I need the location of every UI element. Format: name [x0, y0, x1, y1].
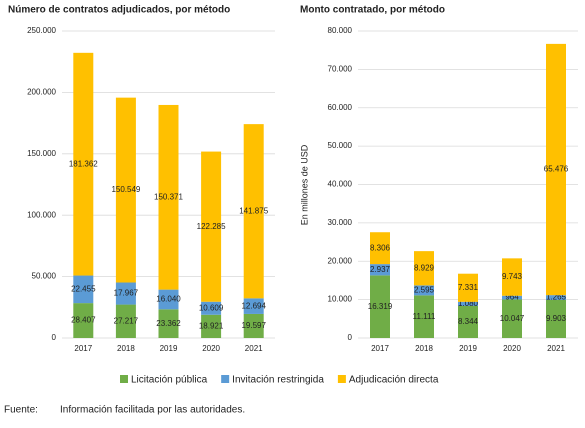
bar-segment	[546, 295, 566, 300]
bar-segment	[502, 299, 522, 338]
data-label: 17.967	[114, 289, 139, 298]
x-tick-label: 2020	[503, 344, 521, 353]
data-label: 150.549	[111, 185, 140, 194]
bar-segment	[458, 301, 478, 306]
data-label: 22.455	[71, 284, 96, 293]
y-tick-label: 70.000	[328, 64, 353, 73]
data-label: 964	[505, 293, 519, 302]
bar-segment	[158, 309, 179, 338]
data-label: 122.285	[197, 222, 226, 231]
data-label: 2.595	[414, 285, 435, 294]
y-tick-label: 60.000	[328, 103, 353, 112]
x-tick-label: 2021	[547, 344, 565, 353]
data-label: 9.743	[502, 272, 523, 281]
bar-segment	[201, 301, 222, 315]
data-label: 16.319	[368, 302, 393, 311]
bar-segment	[73, 52, 94, 276]
bar-segment	[414, 251, 434, 286]
data-label: 10.047	[500, 314, 525, 323]
bar-segment	[370, 264, 390, 276]
data-label: 150.371	[154, 192, 183, 201]
chart-title: Monto contratado, por método	[300, 5, 445, 16]
legend-label: Invitación restringida	[232, 375, 324, 386]
bar-segment	[201, 151, 222, 302]
data-label: 7.331	[458, 283, 479, 292]
data-label: 1.265	[546, 293, 567, 302]
legend-swatch	[221, 375, 230, 383]
data-label: 181.362	[69, 159, 98, 168]
bar-segment	[458, 273, 478, 302]
bar-segment	[115, 97, 136, 283]
data-label: 8.344	[458, 317, 479, 326]
data-label: 12.694	[241, 301, 266, 310]
bar-segment	[370, 275, 390, 338]
bar-segment	[158, 104, 179, 290]
x-tick-label: 2019	[160, 344, 178, 353]
x-tick-label: 2019	[459, 344, 477, 353]
x-tick-label: 2021	[245, 344, 263, 353]
data-label: 8.929	[414, 263, 435, 272]
y-tick-label: 10.000	[328, 295, 353, 304]
data-label: 9.903	[546, 314, 567, 323]
x-tick-label: 2017	[371, 344, 389, 353]
bar-segment	[201, 314, 222, 338]
x-tick-label: 2017	[74, 344, 92, 353]
y-tick-label: 30.000	[328, 218, 353, 227]
data-label: 65.476	[544, 165, 569, 174]
legend-label: Adjudicación directa	[349, 375, 439, 386]
data-label: 18.921	[199, 321, 224, 330]
bar-segment	[243, 298, 264, 314]
y-tick-label: 200.000	[27, 88, 56, 97]
bar-segment	[158, 289, 179, 310]
chart-title: Número de contratos adjudicados, por mét…	[8, 5, 230, 16]
data-label: 19.597	[241, 321, 266, 330]
bar-segment	[73, 275, 94, 304]
legend-label: Licitación pública	[131, 375, 208, 386]
data-label: 1.080	[458, 299, 479, 308]
footnote-text: Información facilitada por las autoridad…	[60, 405, 245, 416]
y-tick-label: 0	[348, 333, 353, 342]
data-label: 28.407	[71, 316, 96, 325]
data-label: 2.937	[370, 265, 391, 274]
y-tick-label: 0	[52, 333, 57, 342]
y-tick-label: 50.000	[328, 141, 353, 150]
data-label: 8.306	[370, 243, 391, 252]
bar-segment	[73, 303, 94, 338]
x-tick-label: 2018	[117, 344, 135, 353]
data-label: 16.040	[156, 295, 181, 304]
data-label: 27.217	[114, 316, 139, 325]
bar-segment	[502, 295, 522, 300]
x-tick-label: 2020	[202, 344, 220, 353]
legend-swatch	[337, 375, 346, 383]
bar-segment	[458, 305, 478, 338]
data-label: 10.609	[199, 303, 224, 312]
data-label: 11.111	[413, 312, 436, 321]
y-tick-label: 100.000	[27, 210, 56, 219]
bar-segment	[243, 124, 264, 299]
bar-segment	[414, 285, 434, 296]
data-label: 23.362	[156, 319, 181, 328]
x-tick-label: 2018	[415, 344, 433, 353]
bar-segment	[243, 313, 264, 338]
y-tick-label: 80.000	[328, 26, 353, 35]
y-axis-label: En millones de USD	[299, 144, 309, 225]
y-tick-label: 150.000	[27, 149, 56, 158]
bar-segment	[115, 282, 136, 305]
bar-segment	[370, 232, 390, 265]
y-tick-label: 250.000	[27, 26, 56, 35]
y-tick-label: 50.000	[32, 272, 57, 281]
bar-segment	[115, 304, 136, 338]
legend-swatch	[120, 375, 128, 383]
y-tick-label: 20.000	[328, 256, 353, 265]
data-label: 141.875	[239, 206, 268, 215]
bar-segment	[546, 43, 566, 296]
bar-segment	[502, 258, 522, 296]
bar-segment	[546, 299, 566, 338]
y-tick-label: 40.000	[328, 180, 353, 189]
bar-segment	[414, 295, 434, 338]
footnote-label: Fuente:	[4, 405, 38, 416]
